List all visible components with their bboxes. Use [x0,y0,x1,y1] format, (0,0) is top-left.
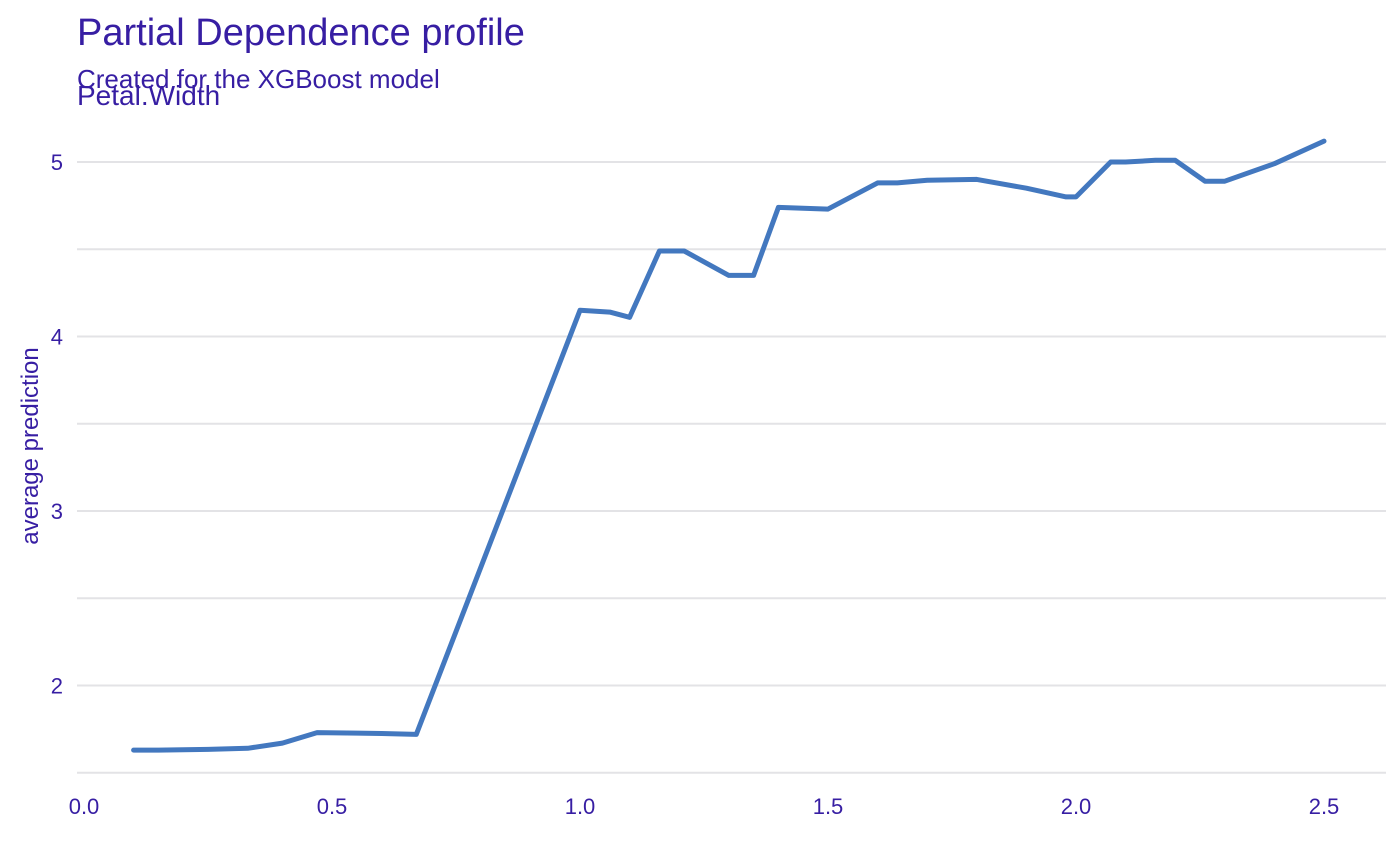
y-tick-label: 2 [51,674,63,699]
x-tick-label: 1.5 [813,794,844,819]
series-lines [131,138,1327,753]
y-axis-title: average prediction [17,347,44,544]
y-tick-label: 5 [51,150,63,175]
x-tick-label: 0.0 [69,794,100,819]
chart-subtitle: Created for the XGBoost model [77,64,440,94]
x-axis-ticks: 0.0 0.5 1.0 1.5 2.0 2.5 [69,794,1340,819]
pd-profile-line [131,138,1327,753]
y-tick-label: 4 [51,325,63,350]
panel-label: Petal.Width [77,80,221,111]
x-tick-label: 2.5 [1309,794,1340,819]
y-tick-label: 3 [51,499,63,524]
y-axis-ticks: 2 3 4 5 [51,150,63,699]
x-tick-label: 2.0 [1061,794,1092,819]
x-tick-label: 1.0 [565,794,596,819]
chart-title: Partial Dependence profile [77,12,525,54]
x-tick-label: 0.5 [317,794,348,819]
gridlines [77,161,1386,774]
